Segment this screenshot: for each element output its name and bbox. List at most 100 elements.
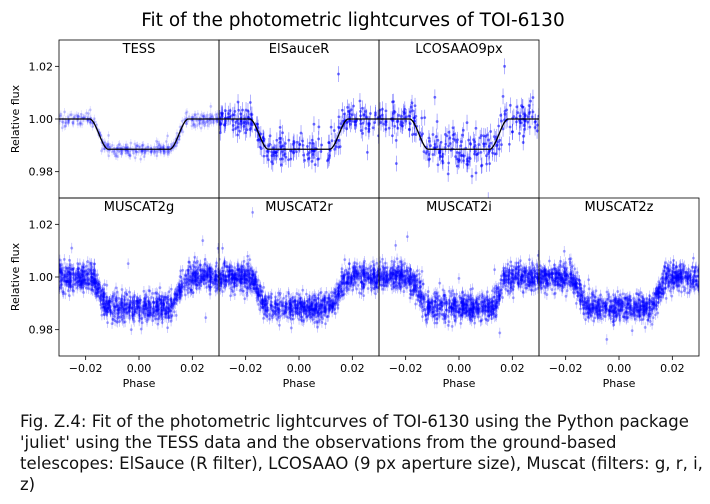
data-point xyxy=(337,292,341,295)
data-point xyxy=(90,272,93,276)
data-point xyxy=(223,279,226,283)
data-point xyxy=(190,278,194,282)
data-point xyxy=(70,113,73,117)
data-point xyxy=(245,273,249,277)
data-point xyxy=(144,302,148,306)
data-point xyxy=(279,300,283,304)
data-point xyxy=(201,114,205,118)
data-point xyxy=(362,284,366,288)
data-point xyxy=(327,294,331,298)
data-point xyxy=(364,266,368,270)
data-point xyxy=(236,100,240,104)
data-point xyxy=(200,280,203,283)
data-point xyxy=(113,305,117,309)
data-point xyxy=(363,268,366,272)
data-point xyxy=(151,319,155,323)
data-point xyxy=(90,265,94,269)
data-point xyxy=(192,265,196,269)
data-point xyxy=(300,303,304,307)
data-point xyxy=(129,306,133,310)
data-point xyxy=(201,276,205,279)
data-point xyxy=(117,143,121,147)
figure-title: Fit of the photometric lightcurves of TO… xyxy=(141,10,564,31)
data-point xyxy=(115,320,119,324)
data-point xyxy=(127,306,131,310)
data-point xyxy=(104,301,108,305)
data-point xyxy=(143,315,147,318)
data-point xyxy=(167,307,170,311)
data-point xyxy=(100,306,103,310)
data-point xyxy=(174,144,178,148)
data-point xyxy=(162,298,166,302)
data-point xyxy=(364,271,368,275)
data-point xyxy=(230,277,233,281)
data-point xyxy=(279,291,282,295)
data-point xyxy=(71,122,75,126)
data-point xyxy=(193,280,197,284)
data-point xyxy=(149,313,153,316)
data-point xyxy=(135,301,139,305)
data-point xyxy=(73,283,77,287)
data-point xyxy=(346,287,349,291)
data-point xyxy=(348,110,351,113)
data-point xyxy=(119,315,123,319)
data-point xyxy=(82,291,86,294)
data-point xyxy=(80,281,84,285)
data-point xyxy=(81,274,85,277)
y-tick-label: 0.98 xyxy=(29,166,54,179)
data-point xyxy=(164,149,168,153)
data-point xyxy=(340,108,344,112)
data-point xyxy=(206,124,210,128)
data-point xyxy=(451,133,455,137)
data-point xyxy=(379,116,382,119)
data-point xyxy=(68,271,72,275)
data-point xyxy=(275,150,279,154)
data-point xyxy=(102,305,106,309)
data-point xyxy=(178,289,182,293)
data-point xyxy=(455,157,459,161)
data-point xyxy=(111,318,115,321)
data-point xyxy=(485,154,488,158)
data-point xyxy=(518,114,522,118)
data-point xyxy=(129,301,133,305)
data-point xyxy=(101,147,105,151)
data-point xyxy=(207,269,211,273)
data-point xyxy=(101,288,104,292)
data-point xyxy=(191,115,194,119)
data-point xyxy=(155,310,159,313)
data-point xyxy=(205,264,208,267)
data-point xyxy=(155,139,158,143)
data-point xyxy=(505,108,509,112)
data-point xyxy=(259,301,263,305)
data-point xyxy=(83,115,87,119)
data-point xyxy=(152,301,156,304)
data-point xyxy=(120,297,124,301)
data-point xyxy=(467,156,471,160)
data-point xyxy=(424,151,428,155)
data-point xyxy=(296,300,300,304)
data-point xyxy=(236,277,240,281)
data-point xyxy=(68,273,72,277)
data-point xyxy=(193,273,196,276)
data-point xyxy=(86,260,90,263)
data-point xyxy=(242,259,246,263)
data-point xyxy=(269,306,273,310)
data-point xyxy=(358,277,361,281)
data-point xyxy=(143,301,147,305)
data-point xyxy=(166,310,170,314)
data-point xyxy=(117,307,121,311)
data-point xyxy=(113,305,117,308)
data-point xyxy=(372,263,376,267)
data-point xyxy=(289,302,293,306)
data-point xyxy=(270,160,274,164)
data-point xyxy=(193,255,197,259)
data-point xyxy=(361,272,365,275)
data-point xyxy=(157,303,161,307)
data-point xyxy=(165,312,169,316)
data-point xyxy=(155,154,159,158)
data-point xyxy=(148,303,152,306)
data-point xyxy=(67,272,71,276)
data-point xyxy=(221,277,225,280)
data-point xyxy=(116,311,120,315)
data-point xyxy=(320,143,324,147)
